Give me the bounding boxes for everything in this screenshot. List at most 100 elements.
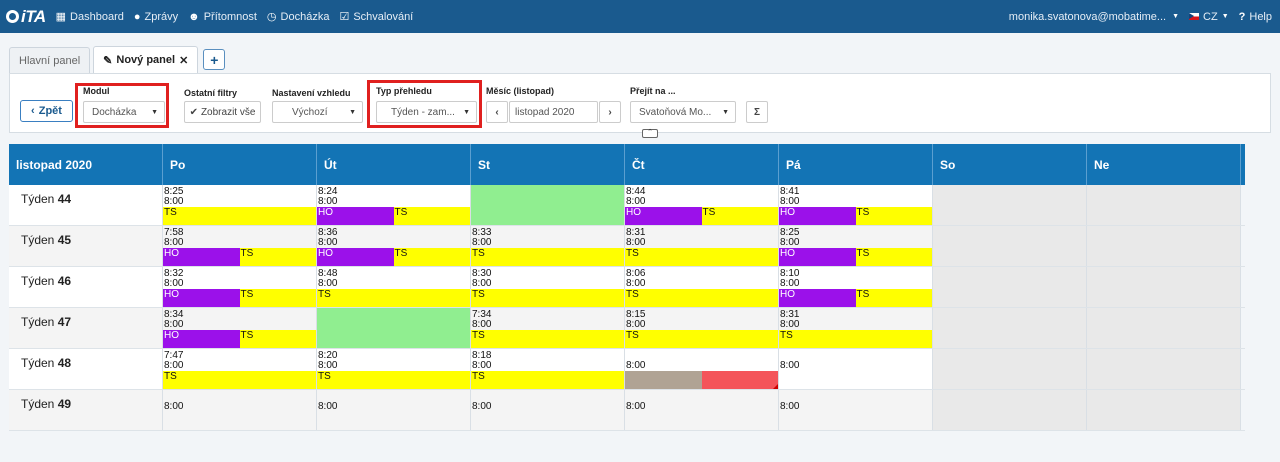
day-cell[interactable]: 8:06 8:00 TS [625, 267, 779, 307]
segment-ts[interactable]: TS [855, 207, 932, 225]
segment-ho[interactable]: HO [163, 330, 240, 348]
segment-ts[interactable]: TS [163, 371, 316, 389]
modul-select[interactable]: Docházka ▼ [83, 101, 165, 123]
view-type-select[interactable]: Týden - zam... ▼ [376, 101, 477, 123]
segment-ts[interactable]: TS [625, 289, 778, 307]
segment-ts[interactable]: TS [855, 289, 932, 307]
nav-item-přítomnost[interactable]: ☻ Přítomnost [188, 11, 257, 23]
attendance-bar[interactable]: TS [163, 207, 316, 225]
week-label[interactable]: Týden 45 [9, 226, 163, 266]
segment-ts[interactable]: TS [471, 330, 624, 348]
attendance-bar[interactable]: HO TS [163, 248, 316, 266]
attendance-bar[interactable]: TS [317, 289, 470, 307]
attendance-bar[interactable]: HO TS [625, 207, 778, 225]
segment-ts[interactable]: TS [471, 289, 624, 307]
day-cell[interactable]: 7:47 8:00 TS [163, 349, 317, 389]
language-selector[interactable]: CZ [1203, 10, 1218, 23]
day-cell[interactable]: 8:10 8:00 HO TS [779, 267, 933, 307]
collapse-panel-button[interactable]: ⌃ [642, 129, 658, 138]
segment-ts[interactable]: TS [163, 207, 316, 225]
attendance-bar[interactable]: HO TS [163, 330, 316, 348]
prev-month-button[interactable]: ‹ [486, 101, 508, 123]
day-cell[interactable]: 8:32 8:00 HO TS [163, 267, 317, 307]
attendance-bar[interactable]: TS [471, 371, 624, 389]
segment-ts[interactable]: TS [779, 330, 932, 348]
user-menu[interactable]: monika.svatonova@mobatime... [1008, 10, 1167, 23]
day-cell[interactable]: 8:00 [317, 390, 471, 430]
segment-ho[interactable]: HO [317, 248, 394, 266]
add-tab-button[interactable]: + [203, 49, 226, 70]
day-cell[interactable] [317, 308, 471, 348]
segment-ts[interactable]: TS [471, 248, 624, 266]
nav-item-docházka[interactable]: ◷ Docházka [267, 10, 330, 24]
day-cell[interactable]: 8:24 8:00 HO TS [317, 185, 471, 225]
help-link[interactable]: Help [1249, 10, 1272, 23]
nav-item-dashboard[interactable]: ▦ Dashboard [56, 10, 124, 24]
attendance-bar[interactable]: TS [471, 248, 624, 266]
day-cell[interactable]: 7:34 8:00 TS [471, 308, 625, 348]
show-all-button[interactable]: ✔ Zobrazit vše [184, 101, 261, 123]
appearance-select[interactable]: Výchozí ▼ [272, 101, 363, 123]
week-label[interactable]: Týden 48 [9, 349, 163, 389]
segment-ts[interactable]: TS [317, 371, 470, 389]
attendance-bar[interactable]: TS [163, 371, 316, 389]
segment-ho[interactable]: HO [779, 289, 856, 307]
day-cell[interactable]: 8:31 8:00 TS [625, 226, 779, 266]
week-label[interactable]: Týden 47 [9, 308, 163, 348]
attendance-bar[interactable]: HO TS [317, 207, 470, 225]
day-cell[interactable] [471, 185, 625, 225]
tab-novy-panel[interactable]: ✎ Nový panel ✕ [93, 46, 199, 73]
day-cell[interactable]: 8:33 8:00 TS [471, 226, 625, 266]
week-label[interactable]: Týden 44 [9, 185, 163, 225]
segment-ts[interactable]: TS [393, 207, 470, 225]
attendance-bar[interactable]: TS [471, 330, 624, 348]
close-icon[interactable]: ✕ [179, 54, 189, 67]
day-cell[interactable]: 8:25 8:00 HO TS [779, 226, 933, 266]
sigma-button[interactable]: Σ [746, 101, 768, 123]
next-month-button[interactable]: › [599, 101, 621, 123]
day-cell[interactable]: 8:20 8:00 TS [317, 349, 471, 389]
tab-hlavni-panel[interactable]: Hlavní panel [9, 47, 91, 73]
segment-ts[interactable]: TS [701, 207, 778, 225]
segment-ts[interactable]: TS [239, 248, 316, 266]
day-cell[interactable]: 8:00 [625, 390, 779, 430]
attendance-bar[interactable]: TS [471, 289, 624, 307]
segment-red[interactable] [701, 371, 778, 389]
segment-ts[interactable]: TS [625, 248, 778, 266]
segment-grey[interactable] [625, 371, 702, 389]
month-input[interactable]: listopad 2020 [509, 101, 598, 123]
nav-item-zprávy[interactable]: ● Zprávy [134, 11, 178, 23]
segment-ts[interactable]: TS [317, 289, 470, 307]
day-cell[interactable]: 8:25 8:00 TS [163, 185, 317, 225]
segment-ts[interactable]: TS [239, 330, 316, 348]
segment-ho[interactable]: HO [163, 248, 240, 266]
attendance-bar[interactable]: TS [625, 248, 778, 266]
day-cell[interactable]: 8:18 8:00 TS [471, 349, 625, 389]
attendance-bar[interactable]: TS [779, 330, 932, 348]
attendance-bar[interactable]: HO TS [779, 248, 932, 266]
segment-ts[interactable]: TS [239, 289, 316, 307]
day-cell[interactable]: 7:58 8:00 HO TS [163, 226, 317, 266]
pencil-icon[interactable]: ✎ [103, 54, 113, 67]
attendance-bar[interactable]: HO TS [779, 207, 932, 225]
day-cell[interactable]: 8:31 8:00 TS [779, 308, 933, 348]
day-cell[interactable]: 8:30 8:00 TS [471, 267, 625, 307]
segment-ts[interactable]: TS [625, 330, 778, 348]
segment-ts[interactable]: TS [855, 248, 932, 266]
segment-ho[interactable]: HO [779, 248, 856, 266]
day-cell[interactable]: 8:34 8:00 HO TS [163, 308, 317, 348]
nav-item-schvalování[interactable]: ☑ Schvalování [339, 10, 413, 24]
day-cell[interactable]: 8:00 [471, 390, 625, 430]
attendance-bar[interactable]: TS [625, 330, 778, 348]
day-cell[interactable]: 8:00 [779, 349, 933, 389]
attendance-bar[interactable]: HO TS [779, 289, 932, 307]
segment-ts[interactable]: TS [393, 248, 470, 266]
day-cell[interactable]: 8:15 8:00 TS [625, 308, 779, 348]
attendance-bar[interactable]: TS [625, 289, 778, 307]
goto-select[interactable]: Svatoňová Mo... ▼ [630, 101, 736, 123]
day-cell[interactable]: 8:36 8:00 HO TS [317, 226, 471, 266]
segment-ho[interactable]: HO [317, 207, 394, 225]
week-label[interactable]: Týden 49 [9, 390, 163, 430]
week-label[interactable]: Týden 46 [9, 267, 163, 307]
attendance-bar[interactable] [625, 371, 778, 389]
